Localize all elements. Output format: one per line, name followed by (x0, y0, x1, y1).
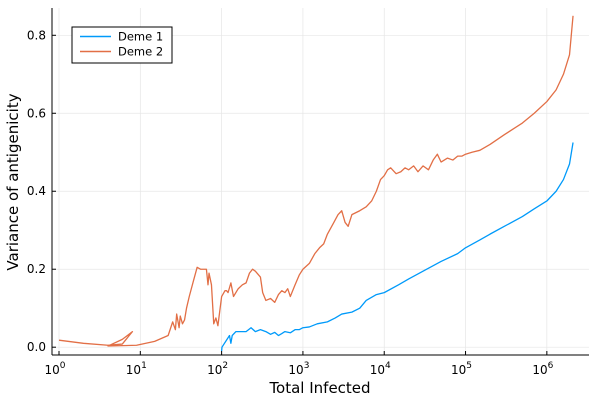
tick-labels: 100 101 102 103 104 105 106 0.0 0.2 0.4 0.6 0.8 (27, 28, 554, 377)
legend: Deme 1 Deme 2 (71, 26, 173, 64)
series-lines (58, 15, 574, 352)
y-tick-label: 0.0 (27, 340, 46, 354)
series-line-deme-1 (220, 142, 574, 352)
y-axis-title: Variance of antigenicity (4, 93, 22, 270)
series-line-deme-2 (58, 15, 574, 347)
x-tick-label: 104 (370, 361, 391, 377)
x-tick-label: 106 (532, 361, 553, 377)
x-tick-label: 105 (451, 361, 472, 377)
y-tick-label: 0.6 (27, 106, 46, 120)
x-tick-label: 100 (44, 361, 65, 377)
legend-label-deme-2: Deme 2 (118, 45, 163, 59)
x-tick-label: 101 (126, 361, 147, 377)
y-tick-label: 0.2 (27, 262, 46, 276)
x-tick-label: 102 (207, 361, 228, 377)
legend-label-deme-1: Deme 1 (118, 30, 163, 44)
axes (51, 8, 589, 356)
legend-box (71, 26, 173, 64)
x-tick-label: 103 (288, 361, 309, 377)
y-tick-label: 0.8 (27, 28, 46, 42)
y-tick-label: 0.4 (27, 184, 46, 198)
x-axis-title: Total Infected (268, 379, 370, 397)
